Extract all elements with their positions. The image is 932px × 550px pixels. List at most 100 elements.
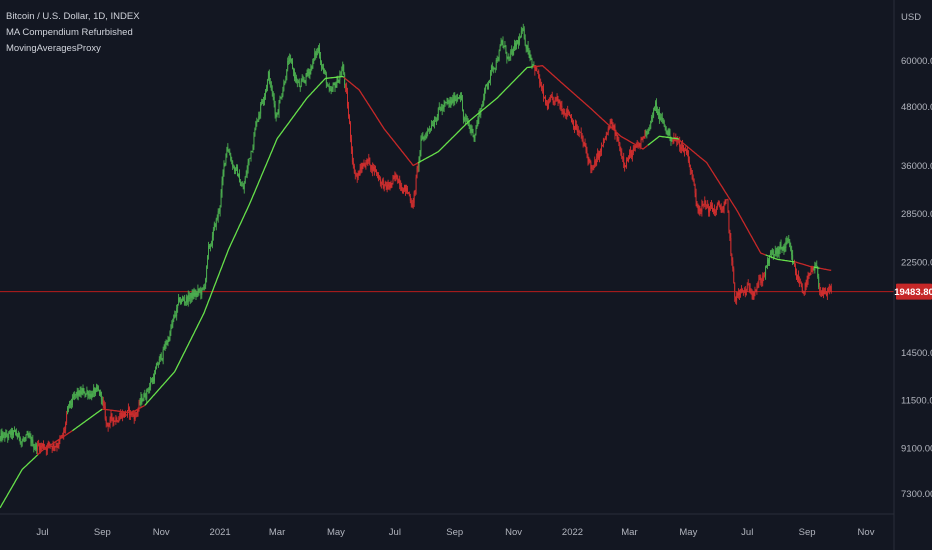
bear-price-bar — [573, 119, 574, 130]
price-bar-body — [26, 434, 28, 436]
bear-price-bar — [696, 200, 698, 208]
bull-price-bar — [667, 128, 669, 139]
bull-price-bar — [198, 288, 200, 296]
price-bar-body — [90, 393, 92, 398]
price-bar-body — [363, 164, 365, 166]
moving-average-rising-segment — [417, 66, 533, 164]
bear-price-bar — [597, 148, 599, 163]
moving-average-falling-segment — [794, 261, 815, 268]
price-bar-body — [210, 245, 211, 247]
price-bar-body — [327, 85, 329, 87]
bear-price-bar — [610, 118, 612, 125]
bull-price-bar — [170, 324, 172, 336]
price-bar-body — [162, 349, 164, 360]
moving-average-falling-segment — [819, 267, 832, 272]
bull-price-bar — [275, 112, 277, 122]
price-bar-body — [31, 439, 33, 443]
legend-symbol[interactable]: Bitcoin / U.S. Dollar, 1D, INDEX — [6, 11, 140, 22]
price-bar-body — [60, 436, 62, 438]
bear-price-bar — [542, 85, 544, 94]
moving-average-layer — [0, 65, 832, 509]
bear-price-bar — [114, 420, 116, 422]
price-bar-body — [464, 118, 466, 120]
price-bar-body — [94, 388, 96, 394]
bull-price-bar — [506, 51, 508, 64]
bull-price-bar — [204, 283, 206, 291]
price-bar-body — [657, 111, 659, 115]
price-bar-body — [690, 169, 692, 171]
price-bar-body — [688, 161, 690, 165]
moving-average-falling-segment — [678, 138, 766, 256]
price-bar-body — [215, 219, 217, 227]
price-bar-body — [375, 169, 377, 171]
price-bar-body — [489, 80, 490, 84]
price-bar-body — [469, 126, 471, 129]
bull-price-bar — [35, 442, 37, 452]
bull-price-bar — [445, 102, 447, 104]
price-bar-body — [585, 145, 587, 151]
bear-price-bar — [821, 290, 823, 298]
price-bar-body — [345, 84, 347, 88]
price-bar-body — [683, 144, 684, 152]
price-bar-body — [760, 277, 762, 283]
price-bar-body — [425, 136, 427, 139]
price-bar-body — [617, 139, 619, 142]
price-bar-body — [158, 358, 160, 365]
bull-price-bar — [668, 127, 670, 136]
price-bar-body — [758, 279, 760, 286]
price-bar-body — [466, 118, 468, 122]
bull-price-bar — [460, 92, 461, 103]
price-bar-body — [488, 83, 489, 86]
price-bar-body — [414, 190, 416, 193]
legend-indicator-moving-averages-proxy[interactable]: MovingAveragesProxy — [6, 43, 101, 54]
bull-price-bar — [8, 431, 10, 441]
bear-price-bar — [372, 162, 374, 177]
price-bar-body — [478, 112, 480, 119]
bull-price-bar — [444, 100, 446, 107]
price-bar-body — [248, 158, 250, 163]
price-bar-body — [61, 435, 63, 437]
price-bar-body — [735, 296, 737, 301]
bear-price-bar — [359, 163, 361, 176]
bear-price-bar — [824, 287, 825, 295]
legend-indicator-ma-compendium[interactable]: MA Compendium Refurbished — [6, 27, 133, 38]
bear-price-bar — [554, 96, 556, 106]
bull-price-bar — [246, 165, 248, 179]
price-bar-body — [212, 229, 214, 236]
bull-price-bar — [24, 436, 26, 442]
price-bar-body — [574, 124, 576, 130]
bear-price-bar — [820, 286, 822, 297]
bull-price-bar — [5, 429, 7, 439]
price-bar-body — [157, 364, 159, 366]
bull-price-bar — [456, 94, 458, 104]
price-bar-body — [637, 144, 639, 146]
price-bar-body — [305, 74, 307, 83]
price-bar-body — [287, 60, 289, 70]
price-bar-body — [62, 435, 64, 437]
bear-price-bar — [601, 144, 603, 147]
time-axis-tick-label: Jul — [389, 527, 401, 538]
price-bar-body — [830, 286, 832, 293]
price-bar-body — [120, 412, 122, 418]
price-bar-body — [307, 71, 309, 73]
bull-price-bar — [486, 83, 488, 87]
bear-price-bar — [581, 133, 583, 142]
price-bar-body — [537, 71, 539, 73]
bull-price-bar — [517, 36, 519, 49]
price-bar-body — [649, 128, 651, 130]
bull-price-bar — [190, 292, 192, 303]
bull-price-bar — [324, 69, 326, 75]
price-bar-body — [153, 378, 154, 382]
price-bar-body — [509, 56, 511, 58]
price-bar-body — [96, 387, 97, 390]
bull-price-bar — [200, 286, 202, 300]
price-bar-body — [125, 412, 126, 415]
price-bar-body — [378, 178, 380, 180]
bull-price-bar — [791, 245, 793, 260]
price-bar-body — [546, 104, 548, 109]
price-bar-body — [34, 448, 36, 450]
price-bar-body — [557, 96, 559, 102]
bull-price-bar — [768, 257, 769, 267]
